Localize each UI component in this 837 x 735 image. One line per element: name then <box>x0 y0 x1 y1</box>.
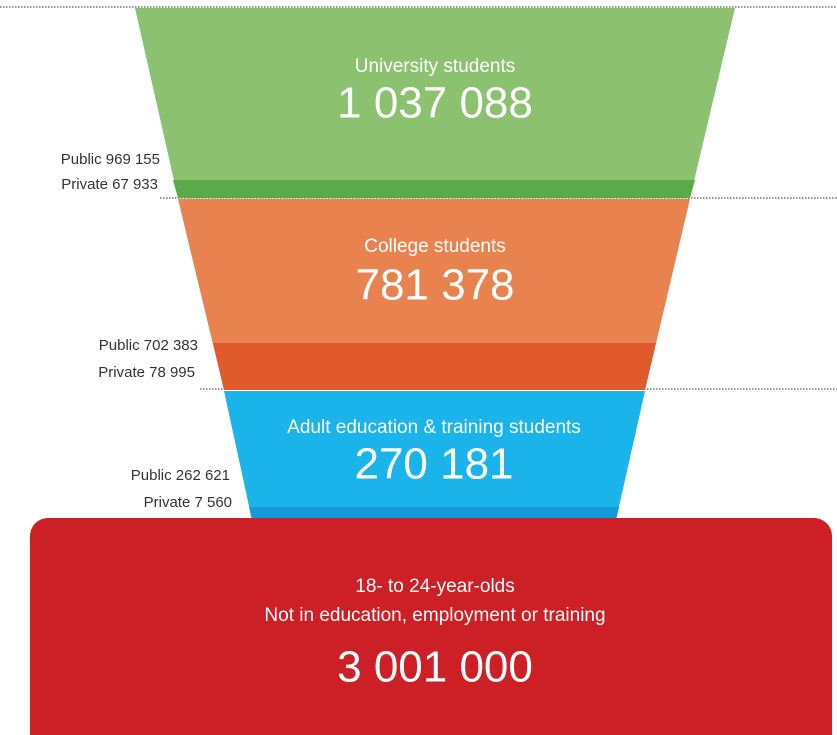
public-label: Public 702 383 <box>99 337 198 354</box>
tier-total: 1 037 088 <box>337 79 533 128</box>
tier-total: 781 378 <box>355 261 514 310</box>
neet-box <box>30 518 832 735</box>
private-label: Private 78 995 <box>98 364 195 381</box>
adult-tier <box>224 391 645 520</box>
neet-line1: 18- to 24-year-olds <box>355 576 514 597</box>
neet-line2: Not in education, employment or training <box>264 605 605 626</box>
private-band <box>249 507 619 520</box>
private-label: Private 7 560 <box>144 494 232 511</box>
private-band <box>173 180 695 198</box>
tier-title: University students <box>355 56 516 77</box>
public-label: Public 262 621 <box>131 467 230 484</box>
university-tier <box>135 8 735 198</box>
public-label: Public 969 155 <box>61 151 160 168</box>
tier-title: College students <box>364 236 506 257</box>
neet-total: 3 001 000 <box>337 643 533 692</box>
private-band <box>213 343 656 390</box>
tier-title: Adult education & training students <box>287 417 581 438</box>
private-label: Private 67 933 <box>61 176 158 193</box>
tier-total: 270 181 <box>354 440 513 489</box>
college-tier <box>178 199 690 390</box>
